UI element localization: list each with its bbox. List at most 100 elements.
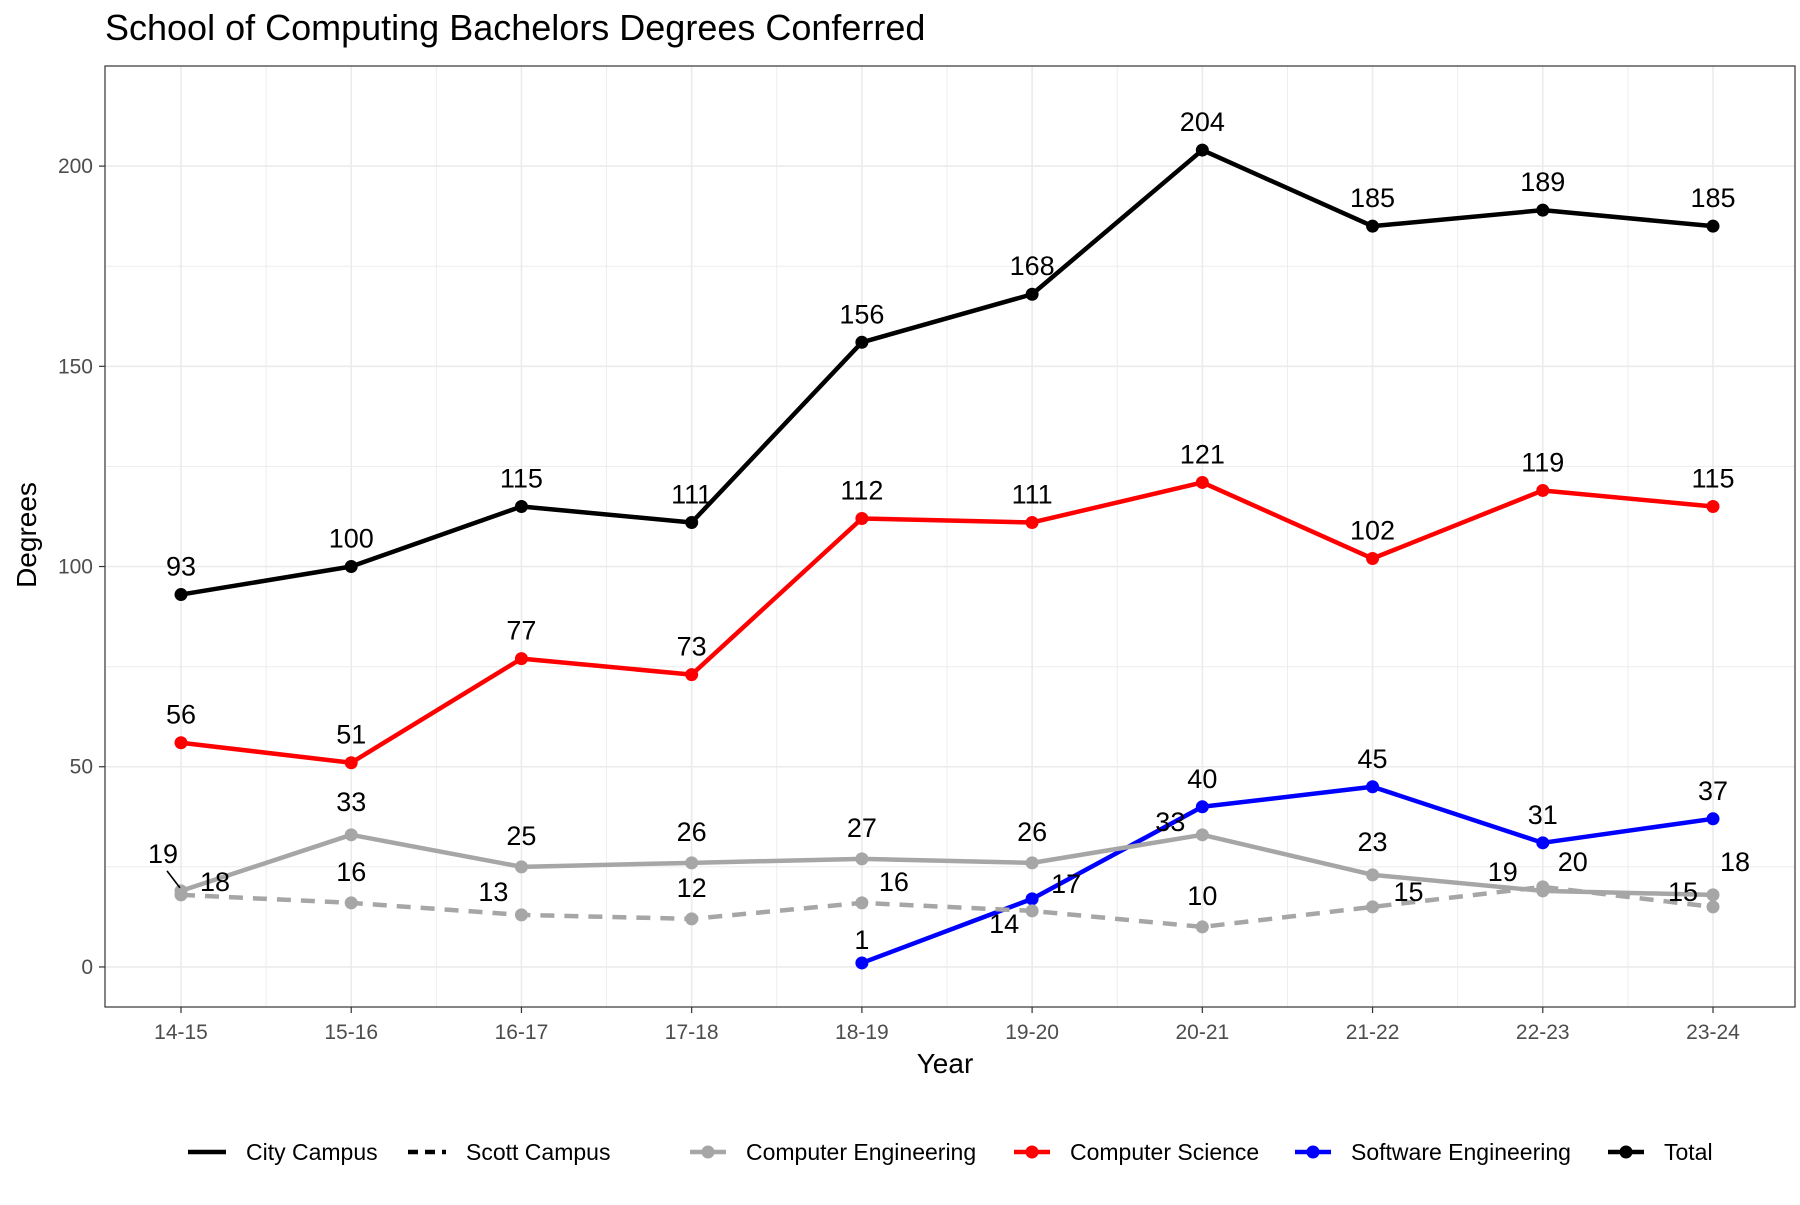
x-tick-label: 16-17 <box>495 1021 549 1044</box>
point-total-city-campus-16-17 <box>514 499 528 513</box>
point-computer-engineering-scott-campus-21-22 <box>1366 900 1380 914</box>
point-total-city-campus-15-16 <box>344 560 358 574</box>
x-tick-label: 19-20 <box>1005 1021 1059 1044</box>
series-line-total-city-campus <box>180 147 1714 597</box>
data-label-total-city-campus-22-23: 189 <box>1520 167 1565 197</box>
data-labels: 9310011511115616820418518918556517773112… <box>148 107 1750 955</box>
data-label-computer-engineering-scott-campus-19-20: 14 <box>989 909 1019 939</box>
x-tick-label: 14-15 <box>154 1021 208 1044</box>
data-label-software-engineering-city-campus-20-21: 40 <box>1187 764 1217 794</box>
legend-label-software-engineering: Software Engineering <box>1351 1139 1571 1165</box>
y-tick-label: 150 <box>58 355 93 378</box>
data-label-computer-science-city-campus-21-22: 102 <box>1350 516 1395 546</box>
legend-label-computer-engineering: Computer Engineering <box>746 1139 976 1165</box>
data-label-computer-engineering-scott-campus-23-24: 15 <box>1668 877 1698 907</box>
data-label-computer-engineering-city-campus-18-19: 27 <box>847 813 877 843</box>
data-label-computer-engineering-city-campus-23-24: 18 <box>1720 847 1750 877</box>
legend-label-scott-campus: Scott Campus <box>466 1139 610 1165</box>
data-label-total-city-campus-17-18: 111 <box>671 479 712 509</box>
point-computer-engineering-city-campus-19-20 <box>1025 856 1039 870</box>
data-label-computer-engineering-scott-campus-14-15: 18 <box>200 867 230 897</box>
point-total-city-campus-18-19 <box>855 335 869 349</box>
y-axis-title: Degrees <box>11 482 42 588</box>
point-computer-science-city-campus-15-16 <box>344 756 358 770</box>
data-label-software-engineering-city-campus-19-20: 17 <box>1051 869 1081 899</box>
point-computer-science-city-campus-14-15 <box>174 736 188 750</box>
data-label-software-engineering-city-campus-18-19: 1 <box>854 925 869 955</box>
data-label-computer-engineering-scott-campus-15-16: 16 <box>336 857 366 887</box>
y-tick-label: 200 <box>58 155 93 178</box>
legend-label-computer-science: Computer Science <box>1070 1139 1259 1165</box>
data-label-computer-engineering-scott-campus-22-23: 20 <box>1558 847 1588 877</box>
series-line-computer-engineering-city-campus <box>180 832 1714 898</box>
x-tick-label: 17-18 <box>665 1021 719 1044</box>
data-label-computer-science-city-campus-20-21: 121 <box>1180 439 1225 469</box>
point-software-engineering-city-campus-18-19 <box>855 956 869 970</box>
data-label-computer-engineering-city-campus-20-21: 33 <box>1155 807 1185 837</box>
data-label-computer-science-city-campus-16-17: 77 <box>506 616 536 646</box>
x-tick-label: 20-21 <box>1175 1021 1229 1044</box>
x-axis-title: Year <box>917 1048 974 1079</box>
point-computer-science-city-campus-19-20 <box>1025 515 1039 529</box>
point-total-city-campus-22-23 <box>1536 203 1550 217</box>
x-tick-label: 23-24 <box>1686 1021 1740 1044</box>
data-label-computer-engineering-city-campus-14-15: 19 <box>148 839 178 869</box>
point-computer-science-city-campus-17-18 <box>685 668 699 682</box>
data-label-computer-science-city-campus-22-23: 119 <box>1521 447 1564 477</box>
point-total-city-campus-23-24 <box>1706 219 1720 233</box>
point-computer-engineering-city-campus-15-16 <box>344 828 358 842</box>
point-computer-engineering-scott-campus-16-17 <box>514 908 528 922</box>
series-line-computer-engineering-scott-campus <box>180 884 1714 930</box>
y-tick-label: 50 <box>70 756 93 779</box>
point-total-city-campus-14-15 <box>174 588 188 602</box>
data-label-computer-engineering-city-campus-15-16: 33 <box>336 787 366 817</box>
data-label-computer-engineering-city-campus-21-22: 23 <box>1358 827 1388 857</box>
point-computer-engineering-scott-campus-19-20 <box>1025 904 1039 918</box>
point-software-engineering-city-campus-21-22 <box>1366 780 1380 794</box>
data-label-computer-science-city-campus-23-24: 115 <box>1691 463 1734 493</box>
data-label-computer-engineering-city-campus-16-17: 25 <box>506 821 536 851</box>
point-computer-science-city-campus-21-22 <box>1366 552 1380 566</box>
point-computer-engineering-scott-campus-14-15 <box>174 888 188 902</box>
series-lines <box>180 147 1714 966</box>
point-computer-engineering-scott-campus-22-23 <box>1536 880 1550 894</box>
point-computer-engineering-city-campus-16-17 <box>514 860 528 874</box>
y-tick-label: 0 <box>81 956 93 979</box>
data-label-total-city-campus-23-24: 185 <box>1690 183 1735 213</box>
point-computer-engineering-scott-campus-17-18 <box>685 912 699 926</box>
point-software-engineering-city-campus-19-20 <box>1025 892 1039 906</box>
point-computer-engineering-scott-campus-18-19 <box>855 896 869 910</box>
data-label-total-city-campus-14-15: 93 <box>166 552 196 582</box>
data-label-total-city-campus-16-17: 115 <box>500 463 543 493</box>
point-computer-engineering-city-campus-23-24 <box>1706 888 1720 902</box>
data-label-computer-engineering-scott-campus-18-19: 16 <box>879 867 909 897</box>
point-computer-science-city-campus-22-23 <box>1536 483 1550 497</box>
point-computer-science-city-campus-20-21 <box>1195 475 1209 489</box>
data-label-computer-science-city-campus-18-19: 112 <box>840 475 883 505</box>
data-label-computer-engineering-scott-campus-16-17: 13 <box>478 877 508 907</box>
data-label-computer-science-city-campus-14-15: 56 <box>166 700 196 730</box>
point-computer-engineering-scott-campus-15-16 <box>344 896 358 910</box>
point-software-engineering-city-campus-23-24 <box>1706 812 1720 826</box>
data-label-total-city-campus-15-16: 100 <box>329 524 374 554</box>
point-computer-engineering-city-campus-20-21 <box>1195 828 1209 842</box>
point-computer-engineering-city-campus-18-19 <box>855 852 869 866</box>
data-label-total-city-campus-20-21: 204 <box>1180 107 1225 137</box>
data-label-computer-science-city-campus-19-20: 111 <box>1012 479 1053 509</box>
point-computer-science-city-campus-18-19 <box>855 511 869 525</box>
axis-ticks: 0 50 100 150 200 14-15 15-16 16-17 17-18 18-19 19-… <box>58 155 1740 1044</box>
point-total-city-campus-20-21 <box>1195 143 1209 157</box>
data-label-total-city-campus-21-22: 185 <box>1350 183 1395 213</box>
point-computer-science-city-campus-23-24 <box>1706 499 1720 513</box>
data-label-software-engineering-city-campus-22-23: 31 <box>1528 800 1558 830</box>
data-label-total-city-campus-18-19: 156 <box>839 299 884 329</box>
plot-panel-border <box>104 65 1796 1008</box>
x-tick-label: 15-16 <box>324 1021 378 1044</box>
x-tick-label: 21-22 <box>1346 1021 1400 1044</box>
legend-key-point-computer-engineering <box>701 1145 715 1159</box>
point-software-engineering-city-campus-22-23 <box>1536 836 1550 850</box>
point-computer-engineering-scott-campus-23-24 <box>1706 900 1720 914</box>
legend-key-point-computer-science <box>1025 1145 1039 1159</box>
